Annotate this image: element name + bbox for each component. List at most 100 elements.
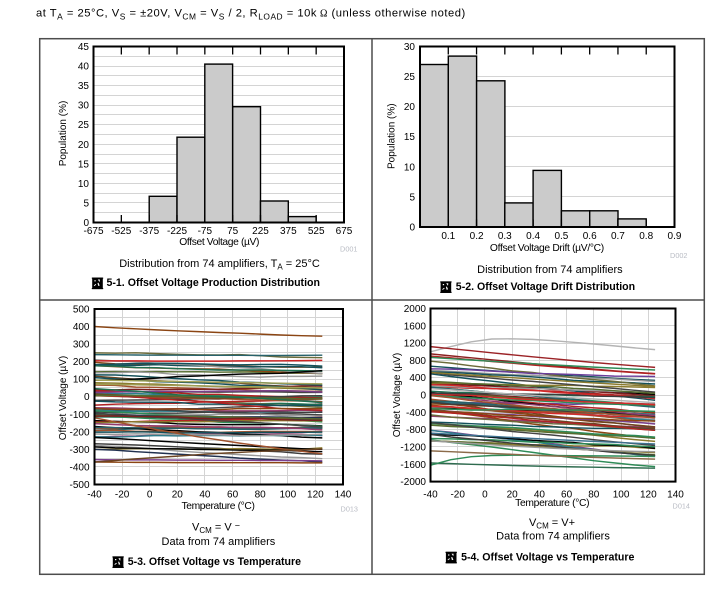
- svg-text:-100: -100: [69, 410, 89, 421]
- svg-text:2000: 2000: [404, 304, 427, 315]
- svg-text:-500: -500: [69, 480, 89, 491]
- svg-text:5: 5: [83, 198, 89, 209]
- svg-text:60: 60: [227, 489, 239, 500]
- svg-text:0.3: 0.3: [498, 231, 512, 242]
- svg-text:D013: D013: [341, 505, 358, 514]
- svg-text:800: 800: [409, 356, 426, 367]
- svg-text:-40: -40: [423, 489, 438, 500]
- svg-text:15: 15: [404, 132, 416, 143]
- svg-text:20: 20: [507, 489, 519, 500]
- svg-text:-2000: -2000: [400, 477, 426, 488]
- svg-text:5-2. Offset Voltage Drift Dist: 5-2. Offset Voltage Drift Distribution: [456, 281, 635, 293]
- svg-text:D001: D001: [340, 245, 357, 254]
- svg-text:25: 25: [78, 120, 90, 131]
- svg-text:Distribution from 74 amplifier: Distribution from 74 amplifiers: [477, 264, 623, 276]
- svg-text:1600: 1600: [404, 321, 427, 332]
- svg-text:60: 60: [561, 489, 573, 500]
- svg-text:-675: -675: [83, 226, 103, 237]
- svg-text:5-4. Offset Voltage vs Tempera: 5-4. Offset Voltage vs Temperature: [461, 551, 634, 563]
- svg-text:Population (%): Population (%): [387, 103, 398, 169]
- svg-text:-400: -400: [69, 462, 89, 473]
- svg-text:40: 40: [78, 62, 90, 73]
- svg-text:525: 525: [308, 226, 325, 237]
- svg-text:D002: D002: [670, 251, 687, 260]
- svg-text:-40: -40: [87, 489, 102, 500]
- svg-text:0: 0: [482, 489, 488, 500]
- svg-text:-375: -375: [139, 226, 159, 237]
- svg-text:0.4: 0.4: [526, 231, 540, 242]
- svg-text:120: 120: [640, 489, 657, 500]
- svg-text:100: 100: [613, 489, 630, 500]
- svg-text:0: 0: [147, 489, 153, 500]
- svg-text:VCM = V+: VCM = V+: [529, 517, 575, 531]
- svg-text:140: 140: [335, 489, 352, 500]
- svg-text:0.8: 0.8: [639, 231, 653, 242]
- svg-text:Offset Voltage (µV): Offset Voltage (µV): [392, 353, 403, 438]
- svg-text:Temperature (°C): Temperature (°C): [182, 501, 255, 512]
- svg-text:0: 0: [83, 218, 89, 229]
- svg-text:300: 300: [73, 340, 90, 351]
- svg-text:10: 10: [404, 162, 416, 173]
- svg-text:-400: -400: [406, 408, 426, 419]
- svg-text:80: 80: [588, 489, 600, 500]
- svg-text:0: 0: [420, 391, 426, 402]
- svg-text:75: 75: [227, 226, 239, 237]
- svg-text:30: 30: [404, 42, 416, 53]
- svg-text:1200: 1200: [404, 339, 427, 350]
- svg-text:at TA = 25°C, VS = ±20V, VCM =: at TA = 25°C, VS = ±20V, VCM = VS / 2, R…: [36, 8, 466, 22]
- svg-text:40: 40: [199, 489, 211, 500]
- svg-text:0.1: 0.1: [441, 231, 455, 242]
- svg-text:0.9: 0.9: [668, 231, 682, 242]
- svg-text:Population (%): Population (%): [58, 101, 69, 167]
- svg-text:-300: -300: [69, 445, 89, 456]
- svg-text:80: 80: [255, 489, 267, 500]
- svg-text:0.2: 0.2: [470, 231, 484, 242]
- svg-text:0.7: 0.7: [611, 231, 625, 242]
- svg-text:100: 100: [279, 489, 296, 500]
- svg-text:-800: -800: [406, 425, 426, 436]
- svg-text:Temperature (°C): Temperature (°C): [515, 498, 589, 509]
- svg-text:-75: -75: [198, 226, 213, 237]
- svg-text:-20: -20: [115, 489, 130, 500]
- svg-text:20: 20: [78, 140, 90, 151]
- svg-text:400: 400: [409, 373, 426, 384]
- svg-text:0.6: 0.6: [583, 231, 597, 242]
- svg-text:225: 225: [252, 226, 269, 237]
- svg-text:VCM = V −: VCM = V −: [192, 520, 240, 535]
- svg-text:-20: -20: [450, 489, 465, 500]
- svg-text:40: 40: [534, 489, 546, 500]
- svg-text:45: 45: [78, 42, 90, 53]
- svg-text:400: 400: [73, 322, 90, 333]
- svg-text:Offset Voltage (µV): Offset Voltage (µV): [58, 356, 69, 441]
- svg-text:Offset Voltage (µV): Offset Voltage (µV): [179, 237, 259, 248]
- svg-text:Data from 74 amplifiers: Data from 74 amplifiers: [162, 536, 276, 548]
- svg-text:35: 35: [78, 81, 90, 92]
- svg-text:10: 10: [78, 179, 90, 190]
- svg-text:5-1. Offset Voltage Production: 5-1. Offset Voltage Production Distribut…: [107, 277, 320, 289]
- svg-text:100: 100: [73, 375, 90, 386]
- svg-text:5: 5: [409, 192, 415, 203]
- svg-text:25: 25: [404, 72, 416, 83]
- svg-text:Distribution from 74 amplifier: Distribution from 74 amplifiers, TA = 25…: [119, 258, 320, 272]
- svg-text:-225: -225: [167, 226, 187, 237]
- svg-text:500: 500: [73, 305, 90, 316]
- svg-text:200: 200: [73, 357, 90, 368]
- svg-text:-200: -200: [69, 427, 89, 438]
- svg-text:-1200: -1200: [400, 443, 426, 454]
- svg-text:140: 140: [667, 489, 684, 500]
- svg-text:0: 0: [409, 223, 415, 234]
- svg-text:D014: D014: [673, 502, 690, 511]
- svg-text:Offset Voltage Drift (µV/°C): Offset Voltage Drift (µV/°C): [490, 243, 604, 254]
- svg-text:-1600: -1600: [400, 460, 426, 471]
- svg-text:5-3. Offset Voltage vs Tempera: 5-3. Offset Voltage vs Temperature: [128, 556, 301, 568]
- svg-text:15: 15: [78, 159, 90, 170]
- svg-text:120: 120: [307, 489, 324, 500]
- svg-text:30: 30: [78, 101, 90, 112]
- svg-text:20: 20: [172, 489, 184, 500]
- svg-text:Data from 74 amplifiers: Data from 74 amplifiers: [496, 531, 610, 543]
- svg-text:20: 20: [404, 102, 416, 113]
- svg-text:0.5: 0.5: [554, 231, 568, 242]
- svg-text:-525: -525: [111, 226, 131, 237]
- svg-text:375: 375: [280, 226, 297, 237]
- svg-text:0: 0: [84, 392, 90, 403]
